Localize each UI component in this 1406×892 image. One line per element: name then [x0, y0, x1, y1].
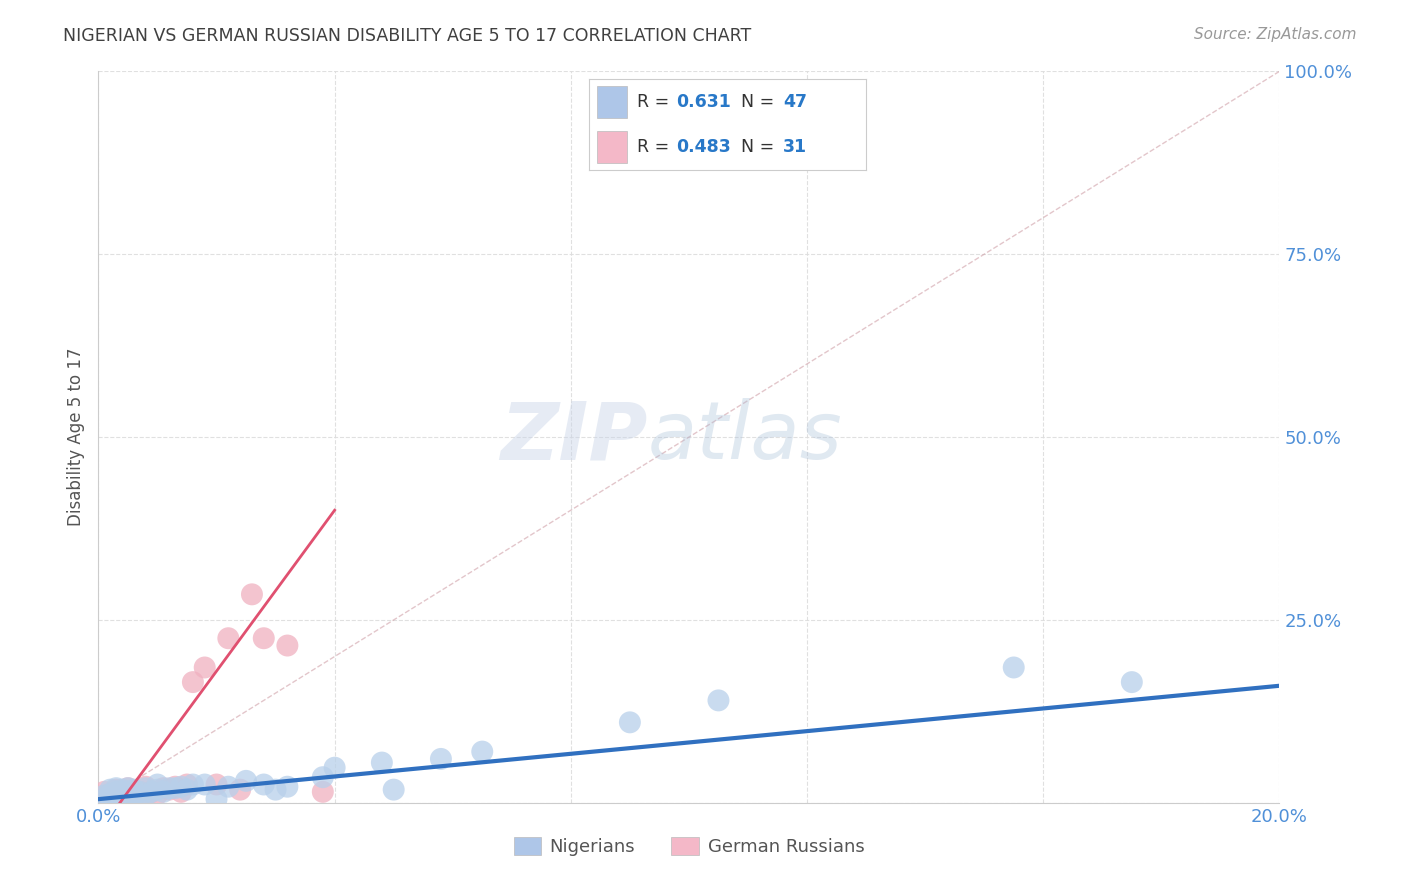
Point [152, 781, 174, 796]
Point [105, 789, 128, 804]
Point [105, 785, 128, 799]
Point [93, 792, 115, 806]
Point [323, 761, 346, 775]
Point [312, 785, 335, 799]
Point [181, 778, 204, 792]
Point [117, 781, 139, 796]
Text: NIGERIAN VS GERMAN RUSSIAN DISABILITY AGE 5 TO 17 CORRELATION CHART: NIGERIAN VS GERMAN RUSSIAN DISABILITY AG… [63, 27, 752, 45]
Text: Source: ZipAtlas.com: Source: ZipAtlas.com [1194, 27, 1357, 42]
Legend: Nigerians, German Russians: Nigerians, German Russians [506, 830, 872, 863]
Point [157, 782, 180, 797]
Point [122, 789, 145, 803]
Point [430, 752, 453, 766]
Point [128, 785, 150, 799]
Point [111, 789, 134, 804]
Point [128, 785, 150, 799]
Point [93, 789, 115, 804]
Point [98, 782, 121, 797]
Point [135, 780, 157, 794]
Point [117, 789, 139, 804]
Point [170, 780, 193, 794]
Point [105, 792, 128, 806]
Point [194, 660, 217, 674]
Point [240, 587, 263, 601]
Point [122, 789, 145, 803]
Text: atlas: atlas [648, 398, 842, 476]
Point [135, 789, 157, 803]
Point [176, 782, 198, 797]
Point [111, 785, 134, 799]
Point [276, 639, 298, 653]
Point [111, 789, 134, 804]
Point [1002, 660, 1025, 674]
Point [93, 785, 115, 799]
Point [146, 787, 169, 801]
Point [135, 781, 157, 796]
Point [217, 780, 239, 794]
Point [93, 789, 115, 803]
Point [117, 785, 139, 799]
Point [141, 785, 163, 799]
Point [117, 787, 139, 801]
Point [176, 778, 198, 792]
Point [98, 787, 121, 801]
Point [98, 792, 121, 806]
Point [135, 789, 157, 803]
Text: ZIP: ZIP [501, 398, 648, 476]
Point [122, 782, 145, 797]
Point [170, 785, 193, 799]
Point [152, 785, 174, 799]
Point [165, 781, 187, 796]
Point [276, 780, 298, 794]
Point [205, 792, 228, 806]
Point [253, 778, 276, 792]
Point [619, 715, 641, 730]
Point [146, 782, 169, 797]
Point [157, 781, 180, 796]
Point [471, 745, 494, 759]
Point [117, 781, 139, 796]
Point [1121, 675, 1143, 690]
Point [105, 789, 128, 803]
Y-axis label: Disability Age 5 to 17: Disability Age 5 to 17 [66, 348, 84, 526]
Point [382, 782, 405, 797]
Point [146, 778, 169, 792]
Point [235, 773, 257, 788]
Point [98, 787, 121, 801]
Point [707, 693, 730, 707]
Point [205, 778, 228, 792]
Point [371, 756, 394, 770]
Point [98, 789, 121, 804]
Point [111, 787, 134, 801]
Point [165, 780, 187, 794]
Point [229, 782, 252, 797]
Point [264, 782, 287, 797]
Point [194, 778, 217, 792]
Point [312, 770, 335, 784]
Point [105, 782, 128, 797]
Point [128, 789, 150, 804]
Point [648, 108, 671, 122]
Point [217, 632, 239, 646]
Point [141, 785, 163, 799]
Point [111, 782, 134, 797]
Point [253, 632, 276, 646]
Point [105, 781, 128, 796]
Point [181, 675, 204, 690]
